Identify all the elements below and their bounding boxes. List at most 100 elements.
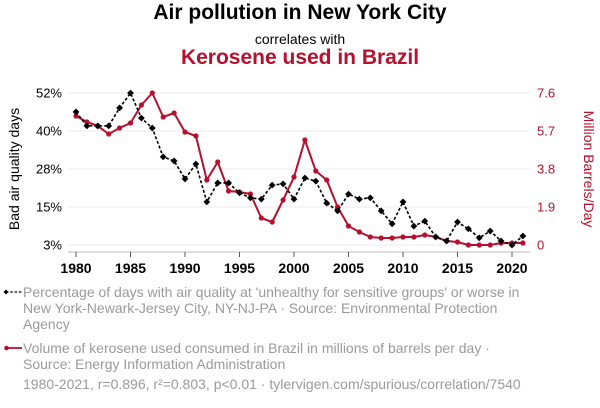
air-pollution-point-1995: [236, 189, 243, 197]
kerosene-point-2012: [422, 232, 428, 238]
kerosene-point-2006: [356, 229, 362, 235]
kerosene-point-2002: [313, 168, 319, 174]
air-pollution-point-1994: [225, 179, 232, 187]
air-pollution-point-2017: [475, 234, 483, 242]
y-left-tick-label: 40%: [36, 124, 62, 139]
air-pollution-point-1985: [127, 89, 134, 97]
chart-subtitle: correlates with: [254, 31, 346, 47]
air-pollution-point-2008: [377, 207, 385, 215]
x-tick-label: 2010: [387, 260, 418, 275]
y-right-tick-label: 1.9: [537, 200, 555, 215]
air-pollution-point-2019: [497, 237, 505, 245]
air-pollution-point-1996: [247, 194, 254, 202]
y-right-tick-label: 3.8: [537, 162, 555, 177]
kerosene-point-1996: [247, 191, 253, 197]
air-pollution-point-2011: [410, 222, 418, 230]
air-pollution-point-1987: [148, 124, 156, 132]
kerosene-point-2000: [291, 174, 297, 180]
kerosene-point-1990: [182, 129, 188, 135]
kerosene-point-2016: [465, 242, 471, 248]
axes: 3% 15% 28% 40% 52% 0 1.9 3.8 5.7 7.6 1980 1985 1990 1…: [36, 86, 555, 276]
kerosene-point-2007: [367, 234, 373, 240]
air-pollution-point-2003: [323, 199, 331, 207]
air-pollution-point-2001: [301, 174, 309, 182]
kerosene-point-2017: [476, 242, 482, 248]
kerosene-point-1991: [193, 133, 199, 139]
kerosene-point-2010: [400, 234, 406, 240]
kerosene-point-1984: [117, 125, 123, 131]
air-pollution-point-2010: [399, 198, 407, 206]
series-layer: [72, 89, 527, 249]
legend-text-air-pollution: Percentage of days with air quality at '…: [23, 284, 520, 332]
chart-title: Air pollution in New York City: [153, 1, 447, 24]
air-pollution-point-2009: [388, 220, 396, 228]
kerosene-point-2001: [302, 137, 308, 143]
legend-text-kerosene: Volume of kerosene used consumed in Braz…: [23, 340, 490, 372]
air-pollution-point-2016: [465, 225, 472, 233]
air-pollution-point-2005: [345, 190, 352, 198]
air-pollution-point-1982: [94, 122, 102, 130]
air-pollution-point-1984: [116, 104, 123, 112]
x-tick-label: 2015: [442, 260, 473, 275]
series-air-pollution-line: [75, 92, 524, 246]
chart-plot: 3% 15% 28% 40% 52% 0 1.9 3.8 5.7 7.6 1980 1985 1990 1…: [6, 86, 597, 276]
air-pollution-point-2018: [486, 227, 494, 235]
air-pollution-point-1986: [138, 114, 145, 122]
air-pollution-point-2020: [508, 241, 516, 249]
kerosene-point-2018: [487, 242, 493, 248]
kerosene-point-2011: [411, 234, 417, 240]
kerosene-point-1997: [258, 215, 264, 221]
air-pollution-point-1990: [181, 175, 189, 183]
kerosene-point-1993: [215, 159, 221, 165]
y-axis-right-label: Million Barrels/Day: [581, 111, 597, 228]
kerosene-point-1992: [204, 177, 210, 183]
chart-title-secondary: Kerosene used in Brazil: [180, 46, 420, 69]
air-pollution-point-2013: [432, 233, 440, 241]
air-pollution-point-1991: [192, 160, 200, 168]
legend-swatch-solid-dot-icon: [4, 345, 22, 351]
kerosene-point-1981: [84, 119, 90, 125]
y-left-tick-label: 28%: [36, 162, 62, 177]
air-pollution-point-2004: [334, 207, 341, 215]
y-right-tick-label: 0: [537, 238, 544, 253]
y-right-tick-label: 5.7: [537, 124, 555, 139]
air-pollution-point-1989: [170, 157, 178, 165]
x-tick-label: 1985: [115, 260, 146, 275]
air-pollution-point-2006: [356, 195, 363, 203]
x-tick-label: 2005: [333, 260, 364, 275]
y-left-tick-label: 15%: [36, 200, 62, 215]
y-axis-left-label: Bad air quality days: [6, 108, 22, 230]
kerosene-point-1985: [127, 120, 134, 126]
kerosene-point-1998: [269, 219, 275, 225]
kerosene-point-1987: [149, 90, 155, 96]
kerosene-point-1994: [226, 188, 232, 194]
air-pollution-point-1997: [257, 195, 265, 203]
air-pollution-point-2014: [443, 237, 450, 245]
air-pollution-point-1993: [214, 179, 222, 187]
air-pollution-point-2000: [290, 195, 298, 203]
x-tick-label: 1990: [169, 260, 200, 275]
gridlines: [68, 92, 530, 246]
air-pollution-point-2015: [454, 218, 461, 226]
air-pollution-point-2002: [312, 177, 320, 185]
x-tick-label: 1995: [224, 260, 255, 275]
kerosene-point-1983: [106, 131, 112, 137]
kerosene-point-2009: [389, 235, 395, 241]
air-pollution-point-1999: [279, 180, 287, 188]
kerosene-point-2015: [454, 239, 461, 245]
x-tick-label: 2020: [496, 260, 527, 275]
kerosene-point-2021: [520, 240, 526, 246]
air-pollution-point-1983: [105, 122, 113, 130]
footer-stats: 1980-2021, r=0.896, r²=0.803, p<0.01 · t…: [23, 376, 521, 392]
x-tick-label: 2000: [278, 260, 309, 275]
y-left-tick-label: 3%: [43, 238, 62, 253]
air-pollution-point-1992: [203, 198, 211, 206]
kerosene-point-1986: [138, 102, 144, 108]
kerosene-point-1988: [160, 114, 166, 120]
air-pollution-point-1980: [72, 108, 80, 116]
legend-swatch-dashed-diamond-icon: [3, 289, 22, 295]
air-pollution-point-2012: [421, 217, 429, 225]
air-pollution-point-1998: [268, 181, 276, 189]
kerosene-point-2003: [324, 177, 330, 183]
y-right-tick-label: 7.6: [537, 86, 555, 101]
